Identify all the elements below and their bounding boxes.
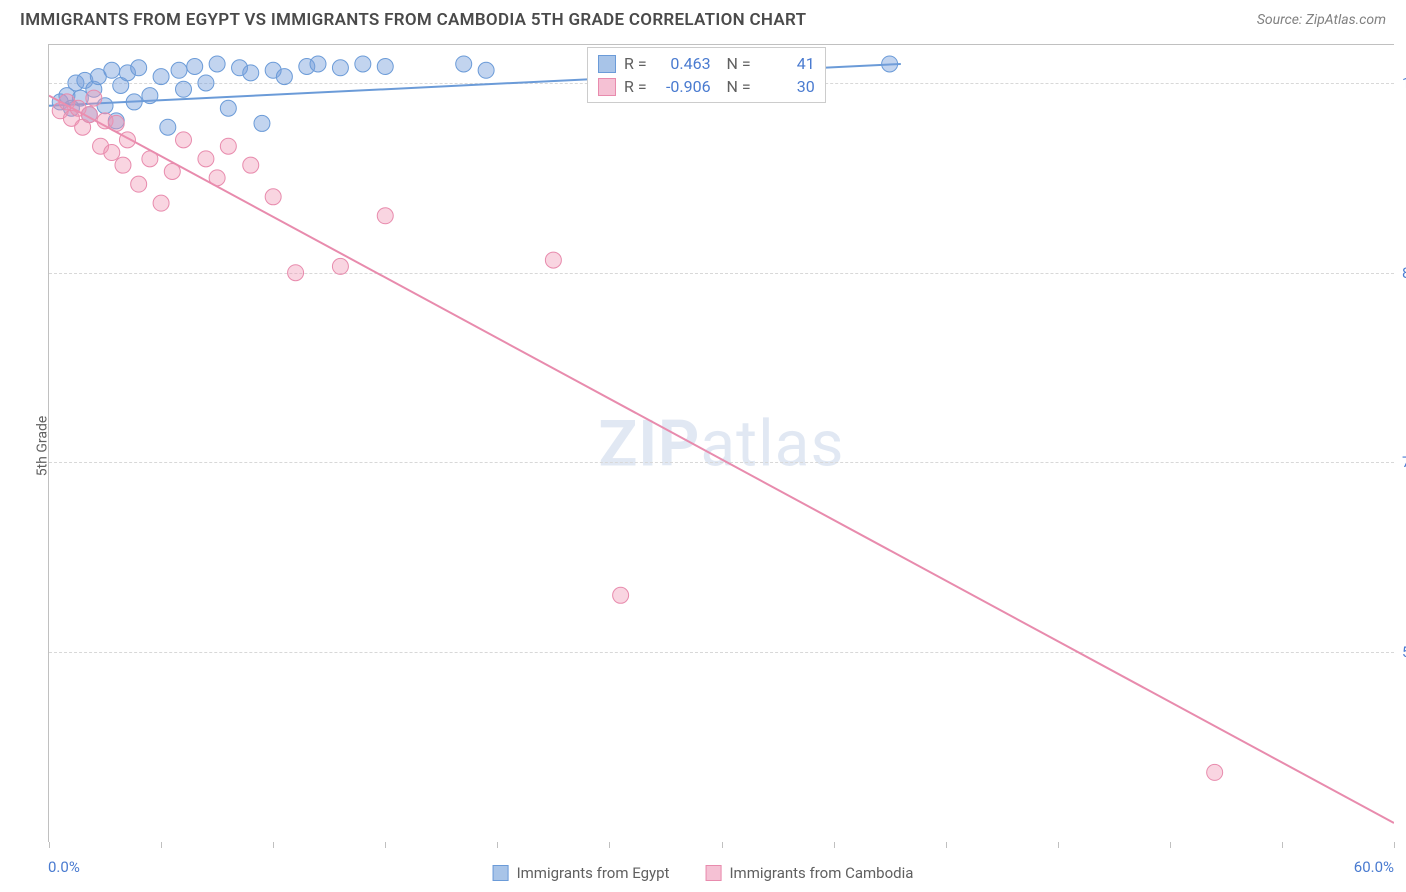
stat-n-value-egypt: 41: [759, 54, 815, 73]
stat-r-value-cambodia: -0.906: [655, 77, 711, 96]
stats-row-egypt: R = 0.463 N = 41: [598, 52, 815, 75]
data-point-egypt: [153, 69, 169, 85]
data-point-cambodia: [1207, 764, 1223, 780]
data-point-egypt: [209, 56, 225, 72]
data-point-cambodia: [108, 115, 124, 131]
data-point-cambodia: [209, 170, 225, 186]
chart-plot-area: ZIPatlas 55.0%70.0%85.0%100.0%R =0.463 N…: [48, 44, 1394, 842]
data-point-cambodia: [153, 195, 169, 211]
data-point-cambodia: [81, 107, 97, 123]
x-tick: [49, 842, 50, 848]
data-point-cambodia: [332, 258, 348, 274]
legend-swatch-cambodia-icon: [705, 865, 721, 881]
swatch-cambodia-icon: [598, 78, 616, 96]
data-point-cambodia: [220, 138, 236, 154]
x-tick: [497, 842, 498, 848]
data-point-cambodia: [243, 157, 259, 173]
data-point-cambodia: [265, 189, 281, 205]
data-point-cambodia: [288, 265, 304, 281]
stat-r-value-egypt: 0.463: [655, 54, 711, 73]
y-tick-label: 85.0%: [1402, 264, 1406, 282]
y-tick-label: 100.0%: [1402, 74, 1406, 92]
swatch-egypt-icon: [598, 55, 616, 73]
chart-svg: [49, 45, 1394, 842]
x-tick: [722, 842, 723, 848]
data-point-cambodia: [115, 157, 131, 173]
stats-box: R = 0.463 N = 41 R = -0.906 N = 30: [587, 47, 826, 103]
data-point-egypt: [882, 56, 898, 72]
legend-item-cambodia: Immigrants from Cambodia: [705, 864, 913, 882]
data-point-cambodia: [198, 151, 214, 167]
stat-n-label: N =: [719, 77, 751, 96]
x-tick: [834, 842, 835, 848]
legend-label-cambodia: Immigrants from Cambodia: [729, 864, 913, 882]
data-point-egypt: [187, 59, 203, 75]
data-point-egypt: [332, 60, 348, 76]
x-tick: [946, 842, 947, 848]
data-point-cambodia: [164, 164, 180, 180]
data-point-egypt: [276, 69, 292, 85]
data-point-egypt: [310, 56, 326, 72]
data-point-egypt: [456, 56, 472, 72]
y-tick-label: 55.0%: [1402, 643, 1406, 661]
legend: Immigrants from Egypt Immigrants from Cam…: [493, 864, 914, 882]
data-point-egypt: [478, 62, 494, 78]
source-attribution: Source: ZipAtlas.com: [1257, 12, 1386, 28]
data-point-egypt: [131, 60, 147, 76]
stat-r-label: R =: [624, 54, 647, 73]
stat-n-label: N =: [719, 54, 751, 73]
stat-r-label: R =: [624, 77, 647, 96]
data-point-egypt: [355, 56, 371, 72]
data-point-cambodia: [545, 252, 561, 268]
legend-item-egypt: Immigrants from Egypt: [493, 864, 670, 882]
data-point-cambodia: [142, 151, 158, 167]
data-point-cambodia: [119, 132, 135, 148]
x-tick: [1058, 842, 1059, 848]
data-point-egypt: [377, 59, 393, 75]
chart-title: IMMIGRANTS FROM EGYPT VS IMMIGRANTS FROM…: [20, 10, 806, 30]
data-point-cambodia: [613, 587, 629, 603]
data-point-cambodia: [104, 145, 120, 161]
stat-n-value-cambodia: 30: [759, 77, 815, 96]
data-point-cambodia: [131, 176, 147, 192]
source-prefix: Source:: [1257, 12, 1306, 28]
data-point-cambodia: [86, 90, 102, 106]
trend-line-cambodia: [49, 96, 1394, 823]
data-point-egypt: [126, 94, 142, 110]
x-tick: [161, 842, 162, 848]
x-tick: [1282, 842, 1283, 848]
legend-label-egypt: Immigrants from Egypt: [517, 864, 670, 882]
data-point-egypt: [220, 100, 236, 116]
x-tick: [609, 842, 610, 848]
x-tick: [385, 842, 386, 848]
x-axis-max-label: 60.0%: [1354, 858, 1394, 876]
x-tick: [1170, 842, 1171, 848]
data-point-egypt: [176, 81, 192, 97]
data-point-egypt: [142, 88, 158, 104]
x-axis-min-label: 0.0%: [48, 858, 80, 876]
x-tick: [273, 842, 274, 848]
data-point-egypt: [198, 75, 214, 91]
stats-row-cambodia: R = -0.906 N = 30: [598, 75, 815, 98]
x-tick: [1394, 842, 1395, 848]
data-point-egypt: [243, 65, 259, 81]
source-name: ZipAtlas.com: [1306, 12, 1386, 28]
y-tick-label: 70.0%: [1402, 453, 1406, 471]
data-point-egypt: [160, 119, 176, 135]
data-point-cambodia: [176, 132, 192, 148]
data-point-cambodia: [377, 208, 393, 224]
data-point-egypt: [171, 62, 187, 78]
data-point-egypt: [104, 62, 120, 78]
legend-swatch-egypt-icon: [493, 865, 509, 881]
data-point-egypt: [254, 115, 270, 131]
